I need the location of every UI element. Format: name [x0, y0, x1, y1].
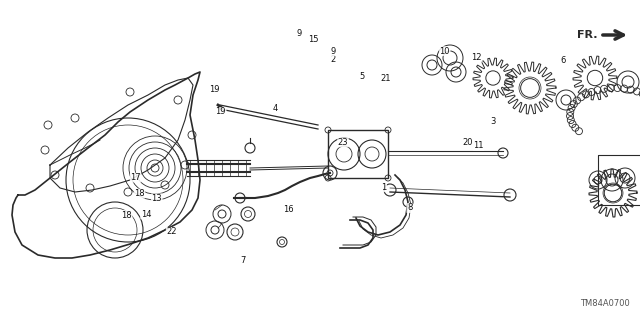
Text: FR.: FR.: [577, 30, 598, 40]
Text: 15: 15: [308, 36, 319, 44]
Text: 20: 20: [462, 138, 472, 147]
Text: 12: 12: [472, 53, 482, 62]
Text: 1: 1: [381, 183, 387, 192]
Text: 4: 4: [273, 104, 278, 113]
Text: 6: 6: [561, 56, 566, 65]
Text: 11: 11: [474, 141, 484, 150]
Text: 17: 17: [131, 173, 141, 182]
Text: 19: 19: [216, 108, 226, 116]
Text: TM84A0700: TM84A0700: [580, 299, 630, 308]
Text: 2: 2: [330, 55, 335, 64]
Text: 14: 14: [141, 210, 151, 219]
Text: 5: 5: [359, 72, 364, 81]
Text: 7: 7: [241, 256, 246, 265]
Text: 3: 3: [490, 117, 495, 126]
Text: 18: 18: [122, 211, 132, 220]
Text: 21: 21: [380, 74, 390, 83]
Bar: [328, 130, 388, 178]
Text: 23: 23: [338, 138, 348, 147]
Text: 8: 8: [407, 204, 412, 212]
Text: 16: 16: [283, 205, 293, 214]
Text: 9: 9: [330, 47, 335, 56]
Text: 22: 22: [166, 228, 177, 236]
Text: 10: 10: [440, 47, 450, 56]
Text: 13: 13: [152, 194, 162, 203]
Text: 9: 9: [297, 29, 302, 38]
Text: 19: 19: [209, 85, 220, 94]
Text: 18: 18: [134, 189, 145, 198]
